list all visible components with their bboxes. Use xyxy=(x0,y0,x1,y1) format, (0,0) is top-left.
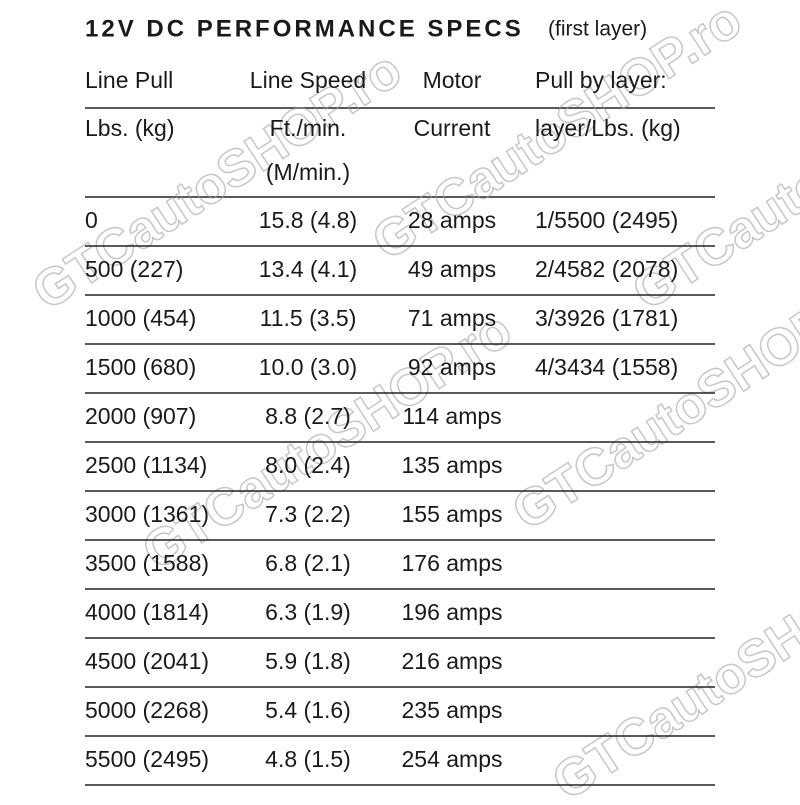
cell: 7.3 (2.2) xyxy=(265,501,351,527)
cell: 4/3434 (1558) xyxy=(535,354,678,380)
cell: 71 amps xyxy=(408,305,496,331)
cell: 3/3926 (1781) xyxy=(535,305,678,331)
cell: 8.0 (2.4) xyxy=(265,452,351,478)
cell: 5.4 (1.6) xyxy=(265,697,351,723)
cell: 15.8 (4.8) xyxy=(259,207,357,233)
cell: 2/4582 (2078) xyxy=(535,256,678,282)
cell: 135 amps xyxy=(401,452,502,478)
cell: 1/5500 (2495) xyxy=(535,207,678,233)
header-cell: Motor xyxy=(423,67,482,93)
cell: 196 amps xyxy=(401,599,502,625)
subtitle: (first layer) xyxy=(548,18,647,41)
header-cell: Line Speed xyxy=(250,67,366,93)
cell: 4500 (2041) xyxy=(85,648,209,674)
cell: 5000 (2268) xyxy=(85,697,209,723)
cell: 114 amps xyxy=(402,403,501,429)
header-cell: (M/min.) xyxy=(266,159,350,185)
cell: 254 amps xyxy=(401,746,502,772)
cell: 0 xyxy=(85,207,98,233)
header-cell: Line Pull xyxy=(85,67,173,93)
cell: 176 amps xyxy=(401,550,502,576)
cell: 155 amps xyxy=(401,501,502,527)
cell: 6.8 (2.1) xyxy=(265,550,351,576)
cell: 5.9 (1.8) xyxy=(265,648,351,674)
header-cell: layer/Lbs. (kg) xyxy=(535,115,681,141)
watermark: GTCautoSHOP.ro xyxy=(542,531,800,800)
cell: 6.3 (1.9) xyxy=(265,599,351,625)
cell: 2000 (907) xyxy=(85,403,196,429)
cell: 2500 (1134) xyxy=(85,452,207,478)
cell: 49 amps xyxy=(408,256,496,282)
cell: 3000 (1361) xyxy=(85,501,209,527)
cell: 92 amps xyxy=(408,354,496,380)
cell: 10.0 (3.0) xyxy=(259,354,357,380)
title: 12V DC PERFORMANCE SPECS xyxy=(85,15,524,42)
cell: 4.8 (1.5) xyxy=(265,746,351,772)
cell: 3500 (1588) xyxy=(85,550,209,576)
cell: 4000 (1814) xyxy=(85,599,209,625)
header-cell: Ft./min. xyxy=(270,115,347,141)
cell: 235 amps xyxy=(401,697,502,723)
cell: 11.5 (3.5) xyxy=(260,305,357,331)
header-cell: Pull by layer: xyxy=(535,67,667,93)
cell: 13.4 (4.1) xyxy=(259,256,357,282)
cell: 28 amps xyxy=(408,207,496,233)
cell: 216 amps xyxy=(401,648,502,674)
cell: 500 (227) xyxy=(85,256,183,282)
cell: 8.8 (2.7) xyxy=(265,403,351,429)
header-cell: Current xyxy=(414,115,491,141)
cell: 5500 (2495) xyxy=(85,746,209,772)
cell: 1000 (454) xyxy=(85,305,196,331)
cell: 1500 (680) xyxy=(85,354,196,380)
header-cell: Lbs. (kg) xyxy=(85,115,174,141)
